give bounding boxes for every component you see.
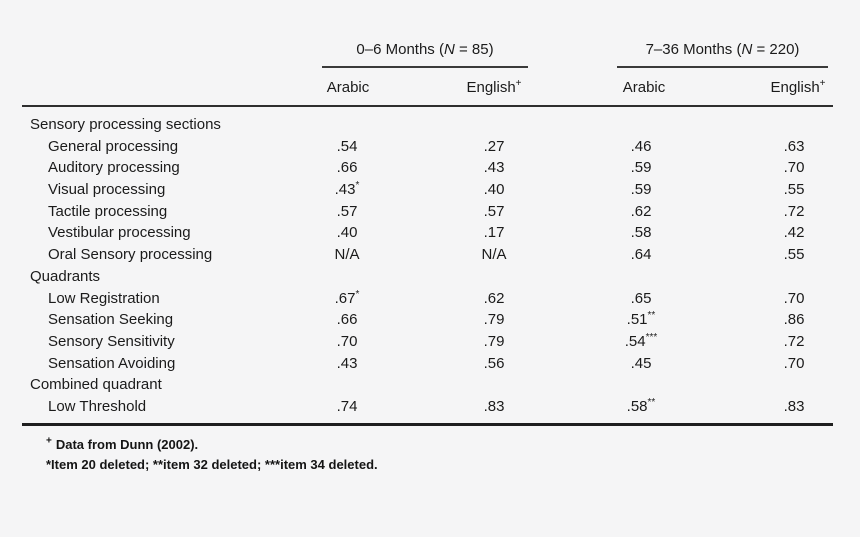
row-label: Low Threshold — [48, 397, 147, 415]
column-group-0-6-months: 0–6 Months (N = 85) — [322, 41, 528, 68]
cell: N/A — [481, 246, 507, 264]
column-header-english-1: English+ — [466, 78, 522, 97]
section-header: Quadrants — [30, 267, 101, 285]
cell: .72 — [783, 202, 805, 220]
cell: .70 — [783, 159, 805, 177]
cell: .64 — [630, 246, 652, 264]
column-header-arabic-1: Arabic — [326, 79, 370, 96]
cell: .59 — [630, 181, 652, 199]
cell: .83 — [483, 397, 505, 415]
cell: .67* — [334, 288, 360, 307]
table-row: Low Threshold .74 .83 .58** .83 — [22, 396, 833, 418]
group-label: 7–36 Months (N = 220) — [645, 41, 800, 58]
table-footnotes: + Data from Dunn (2002). *Item 20 deleted… — [46, 435, 833, 475]
cell: .72 — [783, 332, 805, 350]
section-header-row: Combined quadrant — [22, 374, 833, 396]
cell: .43* — [334, 180, 360, 199]
cell: .43 — [336, 354, 358, 372]
cell: .54*** — [624, 331, 658, 350]
cell: .56 — [483, 354, 505, 372]
cell: N/A — [334, 246, 360, 264]
cell: .43 — [483, 159, 505, 177]
row-label: Auditory processing — [48, 159, 180, 177]
table-row: Vestibular processing .40 .17 .58 .42 — [22, 222, 833, 244]
cell: .59 — [630, 159, 652, 177]
row-label: Vestibular processing — [48, 224, 191, 242]
cell: .45 — [630, 354, 652, 372]
row-label: Visual processing — [48, 181, 166, 199]
paper-table: 0–6 Months (N = 85) 7–36 Months (N = 220… — [22, 0, 833, 475]
cell: .40 — [336, 224, 358, 242]
table-row: Oral Sensory processing N/A N/A .64 .55 — [22, 244, 833, 266]
table-body: Sensory processing sections General proc… — [22, 107, 833, 423]
column-header-arabic-2: Arabic — [622, 79, 666, 96]
column-group-7-36-months: 7–36 Months (N = 220) — [617, 41, 828, 68]
column-header-english-2: English+ — [770, 78, 826, 97]
cell: .54 — [336, 137, 358, 155]
cell: .46 — [630, 137, 652, 155]
cell: .57 — [483, 202, 505, 220]
table-row: Sensation Avoiding .43 .56 .45 .70 — [22, 353, 833, 375]
section-header: Sensory processing sections — [30, 116, 221, 133]
cell: .66 — [336, 159, 358, 177]
cell: .62 — [483, 289, 505, 307]
cell: .70 — [336, 332, 358, 350]
cell: .55 — [783, 181, 805, 199]
cell: .55 — [783, 246, 805, 264]
cell: .17 — [483, 224, 505, 242]
cell: .83 — [783, 397, 805, 415]
cell: .58** — [626, 396, 656, 415]
cell: .51** — [626, 310, 656, 329]
cell: .66 — [336, 311, 358, 329]
footnote-items-deleted: *Item 20 deleted; **item 32 deleted; ***… — [46, 456, 378, 472]
cell: .79 — [483, 332, 505, 350]
row-label: Low Registration — [48, 289, 160, 307]
table-row: Auditory processing .66 .43 .59 .70 — [22, 157, 833, 179]
section-header-row: Quadrants — [22, 266, 833, 288]
table-row: Sensation Seeking .66 .79 .51** .86 — [22, 309, 833, 331]
cell: .65 — [630, 289, 652, 307]
row-label: General processing — [48, 137, 179, 155]
table-row: Low Registration .67* .62 .65 .70 — [22, 288, 833, 310]
table-row: General processing .54 .27 .46 .63 — [22, 136, 833, 158]
cell: .62 — [630, 202, 652, 220]
table-rule-top — [22, 105, 833, 107]
cell: .27 — [483, 137, 505, 155]
cell: .86 — [783, 311, 805, 329]
row-label: Sensory Sensitivity — [48, 332, 175, 350]
row-label: Tactile processing — [48, 202, 168, 220]
footnote-dunn: + Data from Dunn (2002). — [46, 435, 199, 452]
row-label: Sensation Seeking — [48, 311, 174, 329]
group-label: 0–6 Months (N = 85) — [356, 41, 494, 58]
cell: .74 — [336, 397, 358, 415]
cell: .70 — [783, 354, 805, 372]
cell: .79 — [483, 311, 505, 329]
cell: .40 — [483, 181, 505, 199]
table-row: Sensory Sensitivity .70 .79 .54*** .72 — [22, 331, 833, 353]
cell: .63 — [783, 137, 805, 155]
table-row: Visual processing .43* .40 .59 .55 — [22, 179, 833, 201]
table-header: 0–6 Months (N = 85) 7–36 Months (N = 220… — [22, 0, 833, 105]
row-label: Oral Sensory processing — [48, 246, 213, 264]
section-header-row: Sensory processing sections — [22, 114, 833, 136]
row-label: Sensation Avoiding — [48, 354, 176, 372]
cell: .58 — [630, 224, 652, 242]
section-header: Combined quadrant — [30, 376, 162, 394]
cell: .42 — [783, 224, 805, 242]
cell: .70 — [783, 289, 805, 307]
table-row: Tactile processing .57 .57 .62 .72 — [22, 201, 833, 223]
cell: .57 — [336, 202, 358, 220]
table-rule-bottom — [22, 422, 833, 426]
